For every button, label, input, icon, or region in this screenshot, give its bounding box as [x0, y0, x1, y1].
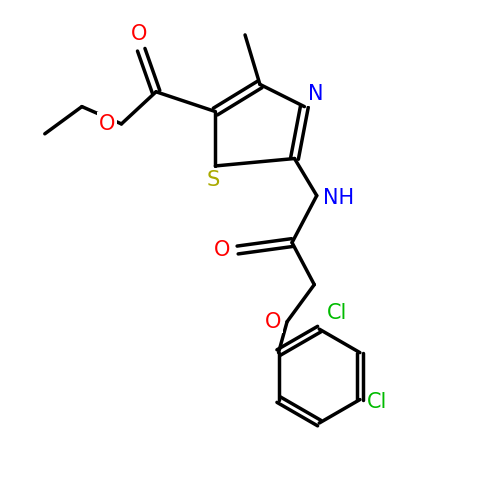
Text: NH: NH: [322, 188, 354, 208]
Text: Cl: Cl: [368, 392, 388, 412]
Text: O: O: [99, 114, 116, 134]
Text: S: S: [206, 170, 220, 190]
Text: N: N: [308, 84, 324, 104]
Text: O: O: [265, 312, 281, 332]
Text: Cl: Cl: [326, 303, 347, 323]
Text: O: O: [130, 24, 147, 44]
Text: O: O: [214, 240, 230, 260]
